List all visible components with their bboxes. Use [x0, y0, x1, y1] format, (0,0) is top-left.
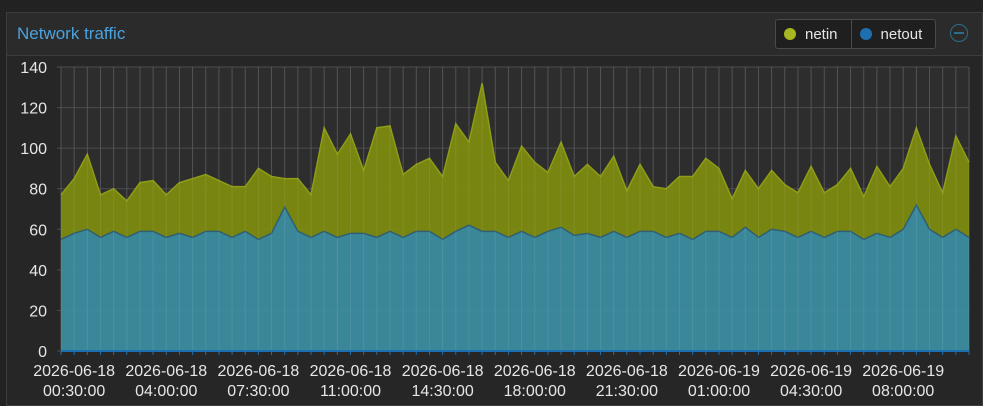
panel-header: Network traffic netin netout [7, 13, 982, 56]
panel-title: Network traffic [17, 24, 126, 43]
x-tick-label: 2026-06-18 14:30:00 [402, 363, 484, 400]
x-tick-label: 2026-06-18 00:30:00 [33, 363, 115, 400]
series-area-netin [61, 83, 969, 240]
collapse-icon[interactable] [950, 24, 968, 42]
y-tick-label: 0 [38, 344, 47, 361]
series-line-netout [60, 203, 970, 241]
y-tick-label: 80 [29, 182, 47, 199]
y-tick-label: 120 [20, 101, 47, 118]
y-tick-label: 140 [20, 60, 47, 77]
y-tick-label: 60 [29, 222, 47, 239]
legend-label-netin: netin [805, 25, 838, 43]
y-tick-label: 40 [29, 263, 47, 280]
y-tick-label: 100 [20, 141, 47, 158]
legend-label-netout: netout [880, 25, 923, 43]
x-tick-label: 2026-06-18 11:00:00 [310, 363, 392, 400]
x-tick-label: 2026-06-19 01:00:00 [678, 363, 760, 400]
x-tick-label: 2026-06-18 04:00:00 [125, 363, 207, 400]
netout-color-dot [859, 28, 872, 40]
x-tick-label: 2026-06-18 07:30:00 [217, 363, 299, 400]
legend-item-netout[interactable]: netout [850, 20, 936, 48]
x-tick-label: 2026-06-18 18:00:00 [494, 363, 576, 400]
netin-color-dot [784, 28, 796, 40]
series-area-netout [61, 204, 969, 351]
x-tick-label: 2026-06-19 08:00:00 [862, 363, 944, 400]
y-tick-label: 20 [29, 303, 47, 320]
legend-item-netin[interactable]: netin [776, 20, 851, 48]
series-line-netin [60, 83, 970, 203]
x-tick-label: 2026-06-19 04:30:00 [770, 363, 852, 400]
x-tick-label: 2026-06-18 21:30:00 [586, 363, 668, 400]
chart-legend: netin netout [775, 19, 937, 49]
